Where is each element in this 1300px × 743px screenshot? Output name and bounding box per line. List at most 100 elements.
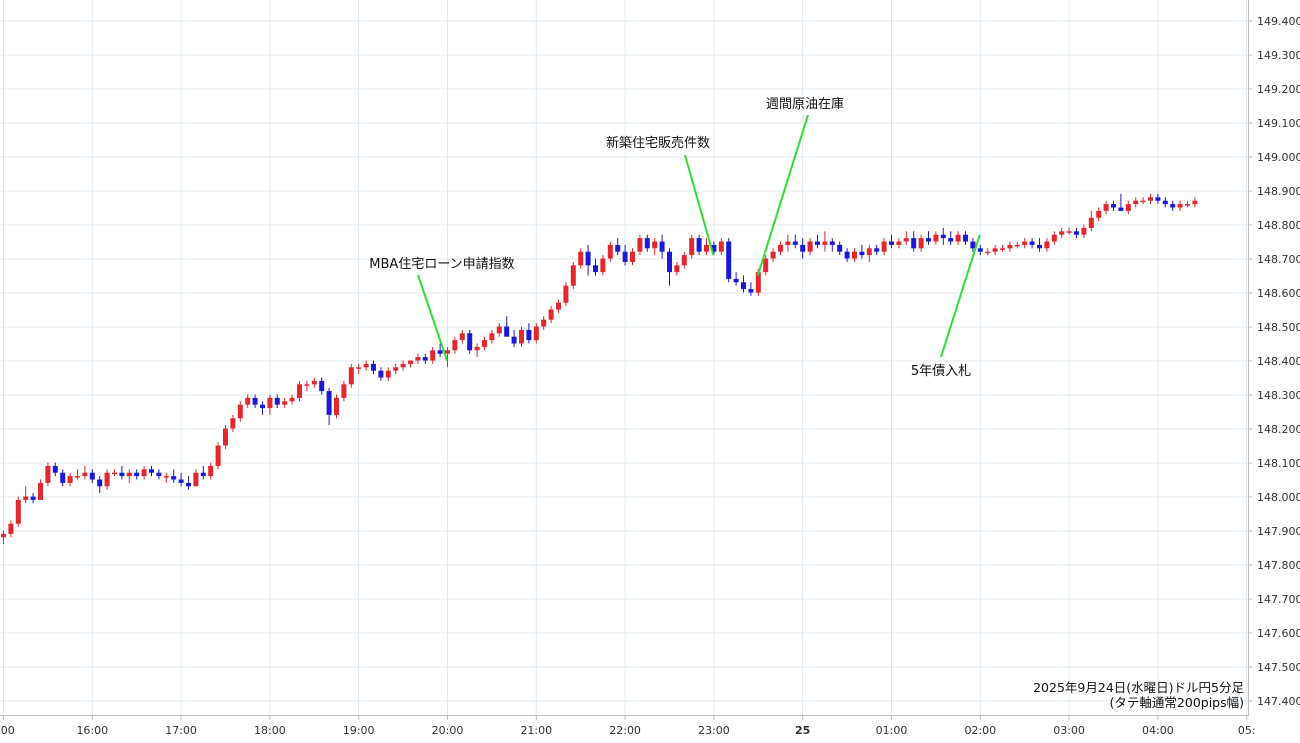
candle-body [844,251,850,259]
candle-body [1185,204,1190,206]
candle [940,227,946,245]
candle [89,469,95,483]
x-tick-label: 25 [795,724,810,737]
candle-body [622,251,628,262]
candle-body [511,336,517,344]
candle [511,329,517,347]
y-axis-ticks: 149.400 149.300 149.200 149.100 149.000 148.9… [1248,15,1300,708]
y-tick-label: 148.500 [1257,321,1300,334]
candle-body [186,482,191,487]
candle-body [1118,207,1124,211]
candle [112,469,117,477]
candle [437,343,443,358]
candle [607,241,613,262]
candle-body [23,496,29,500]
candle-body [1111,204,1116,208]
candle [578,248,584,269]
candle [837,241,843,256]
candle-body [630,251,635,262]
candle-body [215,445,221,466]
candle [82,465,88,480]
candle-body [593,265,598,273]
candle-body [178,479,184,483]
candle [126,469,132,483]
candle-body [1000,248,1005,250]
candle-body [896,241,902,245]
candle [341,380,347,402]
candle [637,234,643,256]
candle-body [755,272,761,293]
candle [282,397,288,409]
candle-body [704,244,709,252]
candle [489,329,495,344]
candle [556,299,561,313]
candle [563,282,569,307]
candle [926,231,931,245]
candle-body [1148,197,1153,201]
candle [1,530,6,545]
candle [792,234,798,249]
candle-body [119,472,125,477]
candle-body [940,234,946,239]
candle-body [1081,227,1087,235]
annotation-label: 新築住宅販売件数 [606,135,710,151]
candle-body [289,397,295,402]
candle-body [918,238,924,249]
candle-body [378,370,384,378]
candle [866,244,872,262]
candle [149,465,154,477]
candle-body [1192,200,1198,205]
candle-body [193,472,199,487]
x-tick-label: :00 [0,724,15,737]
candle-body [1059,231,1065,235]
candle-body [422,357,428,361]
candle [245,394,251,409]
y-tick-label: 147.700 [1257,593,1300,606]
x-tick-label: 18:00 [254,724,286,737]
candle [230,414,236,432]
candle-body [75,476,80,478]
candle [778,241,783,256]
candle [445,346,450,368]
candle-body [1170,204,1176,208]
candle-body [126,472,132,477]
candle-body [112,472,117,475]
candle-body [741,282,746,290]
candle [696,234,702,256]
x-tick-label: 03:00 [1053,724,1085,737]
x-tick-label: 20:00 [432,724,464,737]
chart-caption: 2025年9月24日(水曜日)ドル円5分足 (タテ軸通常200pips幅) [1033,680,1244,710]
candle [829,238,835,252]
candle-body [30,496,36,500]
candle [874,244,880,256]
candle [311,377,317,388]
candle-body [800,244,806,252]
candle-body [363,363,369,368]
candle-body [452,340,458,351]
candle [430,346,436,364]
candle-body [874,248,880,252]
candle-body [837,244,843,252]
candle-body [474,346,480,351]
candle-body [459,333,465,341]
candle-body [371,363,376,371]
candle-body [600,258,606,273]
annotation-pointer-line [756,114,809,276]
candle [378,367,384,381]
candle [8,520,14,538]
x-tick-label: 02:00 [964,724,996,737]
candle [1155,193,1161,205]
y-tick-label: 147.900 [1257,525,1300,538]
x-tick-label: 04:00 [1142,724,1174,737]
candle-body [548,309,554,320]
x-tick-label: 05: [1238,724,1256,737]
candle [1044,238,1050,252]
candle-body [1074,231,1079,235]
candle-body [556,302,561,310]
candle [1185,200,1190,208]
candle-body [963,234,968,242]
candle [371,360,376,375]
candle [104,469,110,490]
candle-body [778,244,783,252]
